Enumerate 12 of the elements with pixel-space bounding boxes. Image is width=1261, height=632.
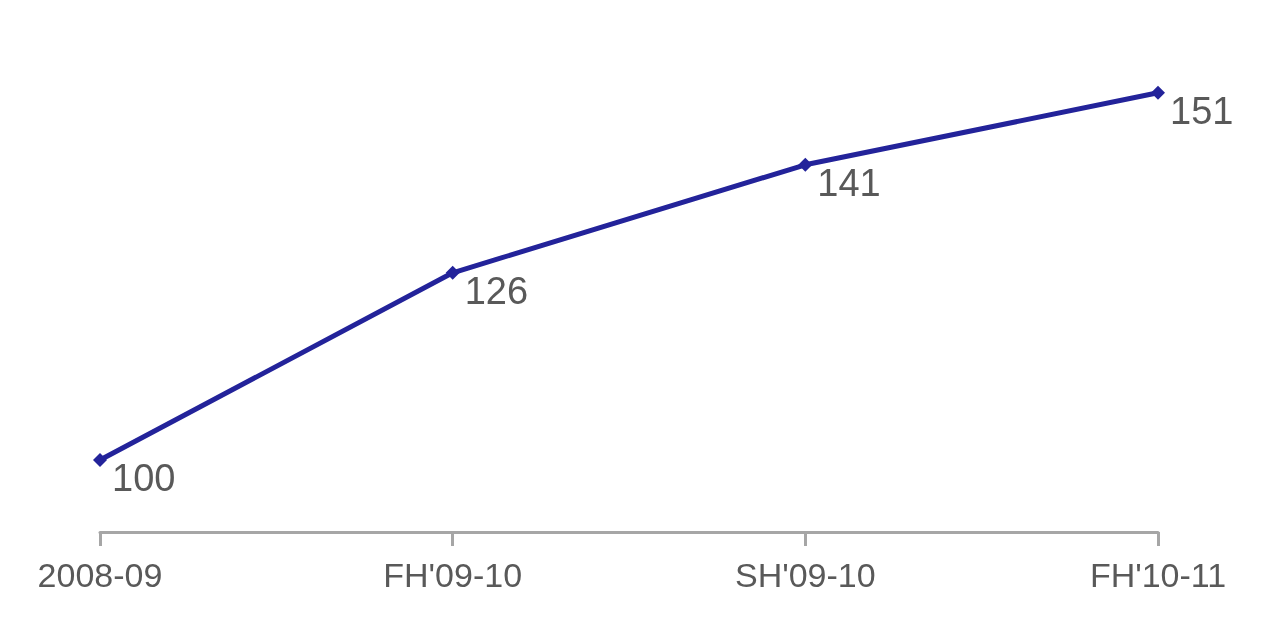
data-label: 141 bbox=[817, 161, 881, 204]
point bbox=[1151, 85, 1165, 100]
x-tick-label: FH'10-11 bbox=[1089, 556, 1227, 594]
data-label: 100 bbox=[112, 457, 176, 499]
point bbox=[798, 157, 813, 172]
data-label: 151 bbox=[1170, 89, 1234, 132]
data-label: 126 bbox=[464, 269, 529, 312]
x-tick-label: 2008-09 bbox=[37, 556, 163, 594]
x-tick-label: FH'09-10 bbox=[383, 556, 523, 594]
point bbox=[445, 265, 460, 280]
point bbox=[93, 453, 107, 467]
x-tick-label: SH'09-10 bbox=[734, 556, 876, 594]
